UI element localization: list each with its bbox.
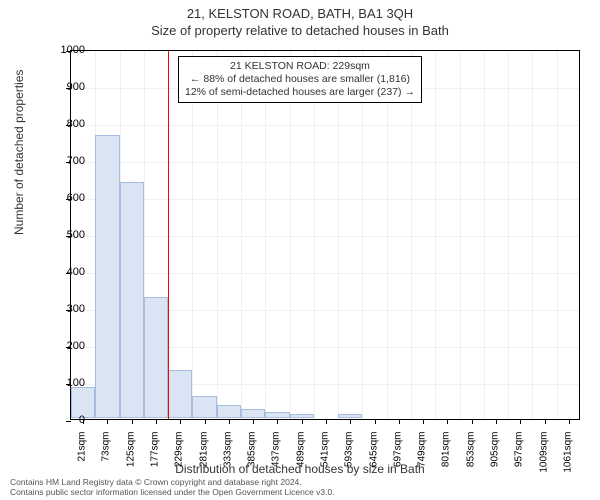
ytick-label: 700 (45, 155, 85, 167)
bar (217, 405, 241, 418)
bar (290, 414, 314, 418)
xtick-mark (423, 419, 424, 424)
xtick-mark (520, 419, 521, 424)
xtick-mark (569, 419, 570, 424)
gridline-v (362, 51, 363, 419)
xtick-mark (447, 419, 448, 424)
gridline-v (532, 51, 533, 419)
xtick-label: 749sqm (417, 432, 428, 492)
xtick-label: 801sqm (441, 432, 452, 492)
bar (95, 135, 119, 418)
xtick-label: 1009sqm (538, 432, 549, 492)
xtick-label: 853sqm (465, 432, 476, 492)
gridline-h (71, 236, 579, 237)
xtick-label: 177sqm (150, 432, 161, 492)
xtick-mark (180, 419, 181, 424)
bar (265, 412, 289, 418)
xtick-mark (326, 419, 327, 424)
bar (192, 396, 216, 418)
plot-wrapper: 21 KELSTON ROAD: 229sqm ← 88% of detache… (70, 50, 580, 420)
gridline-h (71, 125, 579, 126)
gridline-h (71, 199, 579, 200)
xtick-mark (156, 419, 157, 424)
reference-line (168, 51, 169, 419)
chart-title: 21, KELSTON ROAD, BATH, BA1 3QH (0, 0, 600, 23)
annotation-line-1: 21 KELSTON ROAD: 229sqm (185, 60, 415, 73)
gridline-h (71, 162, 579, 163)
ytick-label: 300 (45, 303, 85, 315)
xtick-mark (375, 419, 376, 424)
xtick-label: 489sqm (295, 432, 306, 492)
xtick-label: 125sqm (125, 432, 136, 492)
xtick-mark (107, 419, 108, 424)
gridline-v (290, 51, 291, 419)
bar (120, 182, 144, 418)
xtick-label: 281sqm (198, 432, 209, 492)
gridline-v (387, 51, 388, 419)
xtick-label: 645sqm (368, 432, 379, 492)
gridline-v (508, 51, 509, 419)
ytick-label: 500 (45, 229, 85, 241)
xtick-mark (205, 419, 206, 424)
ytick-label: 600 (45, 192, 85, 204)
xtick-label: 333sqm (222, 432, 233, 492)
xtick-mark (277, 419, 278, 424)
xtick-label: 905sqm (490, 432, 501, 492)
chart-container: 21, KELSTON ROAD, BATH, BA1 3QH Size of … (0, 0, 600, 500)
ytick-label: 0 (45, 414, 85, 426)
bar (144, 297, 168, 418)
gridline-v (192, 51, 193, 419)
annotation-box: 21 KELSTON ROAD: 229sqm ← 88% of detache… (178, 56, 422, 103)
xtick-label: 593sqm (344, 432, 355, 492)
xtick-mark (132, 419, 133, 424)
bar (338, 414, 362, 418)
gridline-v (435, 51, 436, 419)
xtick-mark (302, 419, 303, 424)
plot-area (70, 50, 580, 420)
xtick-label: 697sqm (392, 432, 403, 492)
gridline-v (265, 51, 266, 419)
gridline-v (411, 51, 412, 419)
xtick-label: 957sqm (514, 432, 525, 492)
xtick-mark (496, 419, 497, 424)
xtick-mark (399, 419, 400, 424)
gridline-h (71, 273, 579, 274)
gridline-v (338, 51, 339, 419)
xtick-mark (350, 419, 351, 424)
xtick-mark (472, 419, 473, 424)
gridline-v (314, 51, 315, 419)
xtick-mark (253, 419, 254, 424)
gridline-v (217, 51, 218, 419)
bar (168, 370, 192, 418)
xtick-label: 229sqm (174, 432, 185, 492)
xtick-label: 1061sqm (562, 432, 573, 492)
ytick-label: 100 (45, 377, 85, 389)
gridline-v (241, 51, 242, 419)
chart-subtitle: Size of property relative to detached ho… (0, 23, 600, 40)
gridline-v (557, 51, 558, 419)
xtick-label: 437sqm (271, 432, 282, 492)
footer-line-2: Contains public sector information licen… (10, 488, 335, 498)
ytick-label: 900 (45, 81, 85, 93)
footer: Contains HM Land Registry data © Crown c… (10, 478, 335, 498)
bar (241, 409, 265, 418)
y-axis-label: Number of detached properties (12, 70, 26, 235)
xtick-mark (545, 419, 546, 424)
gridline-v (460, 51, 461, 419)
ytick-label: 1000 (45, 44, 85, 56)
gridline-v (484, 51, 485, 419)
ytick-label: 200 (45, 340, 85, 352)
xtick-label: 385sqm (247, 432, 258, 492)
annotation-line-3: 12% of semi-detached houses are larger (… (185, 86, 415, 99)
xtick-mark (229, 419, 230, 424)
xtick-label: 541sqm (320, 432, 331, 492)
ytick-label: 400 (45, 266, 85, 278)
xtick-label: 21sqm (77, 432, 88, 492)
annotation-line-2: ← 88% of detached houses are smaller (1,… (185, 73, 415, 86)
ytick-label: 800 (45, 118, 85, 130)
xtick-label: 73sqm (101, 432, 112, 492)
